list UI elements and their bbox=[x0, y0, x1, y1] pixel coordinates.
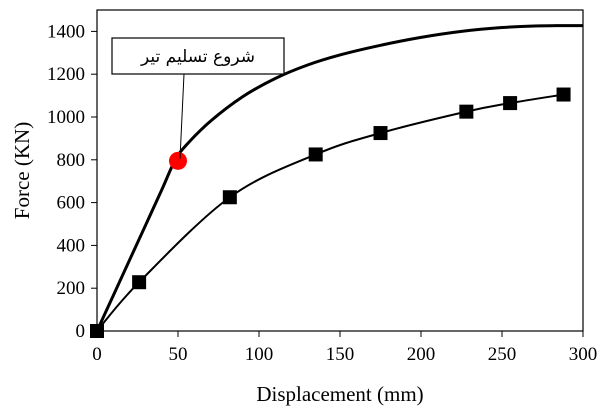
series-2-point bbox=[556, 87, 571, 102]
series-2-point bbox=[459, 104, 474, 119]
y-tick-label: 600 bbox=[57, 193, 86, 214]
series-2-point bbox=[308, 147, 323, 162]
y-tick-label: 400 bbox=[57, 235, 86, 256]
x-tick-label: 100 bbox=[245, 344, 274, 365]
x-tick-label: 50 bbox=[169, 344, 188, 365]
x-tick-label: 200 bbox=[407, 344, 436, 365]
chart-annotation: شروع تسلیم تیر bbox=[111, 37, 285, 159]
x-tick-label: 300 bbox=[569, 344, 598, 365]
chart-axes: 0 50 100 150 200 250 300 0 200 400 600 800 1000 1200 1… bbox=[47, 9, 598, 365]
y-axis-title: Force (KN) bbox=[10, 122, 34, 219]
series-2-point bbox=[90, 324, 104, 338]
x-tick-label: 150 bbox=[326, 344, 355, 365]
series-2-point bbox=[373, 126, 388, 141]
y-tick-label: 200 bbox=[57, 278, 86, 299]
series-1-line bbox=[95, 24, 584, 332]
y-tick-label: 800 bbox=[57, 150, 86, 171]
y-tick-label: 0 bbox=[76, 321, 86, 342]
x-axis-title: Displacement (mm) bbox=[256, 382, 423, 406]
series-2-point bbox=[222, 190, 237, 205]
annotation-label: شروع تسلیم تیر bbox=[140, 47, 255, 67]
series-2-point bbox=[503, 96, 518, 111]
series-2-line bbox=[96, 93, 564, 332]
y-tick-label: 1400 bbox=[47, 21, 85, 42]
x-tick-label: 0 bbox=[92, 344, 102, 365]
annotation-box bbox=[111, 37, 285, 75]
annotation-leader-line bbox=[179, 73, 185, 159]
y-tick-label: 1000 bbox=[47, 107, 85, 128]
y-tick-label: 1200 bbox=[47, 64, 85, 85]
x-tick-label: 250 bbox=[488, 344, 517, 365]
series-2-point bbox=[132, 275, 147, 290]
chart-series bbox=[90, 24, 584, 338]
yield-start-point bbox=[169, 151, 187, 170]
